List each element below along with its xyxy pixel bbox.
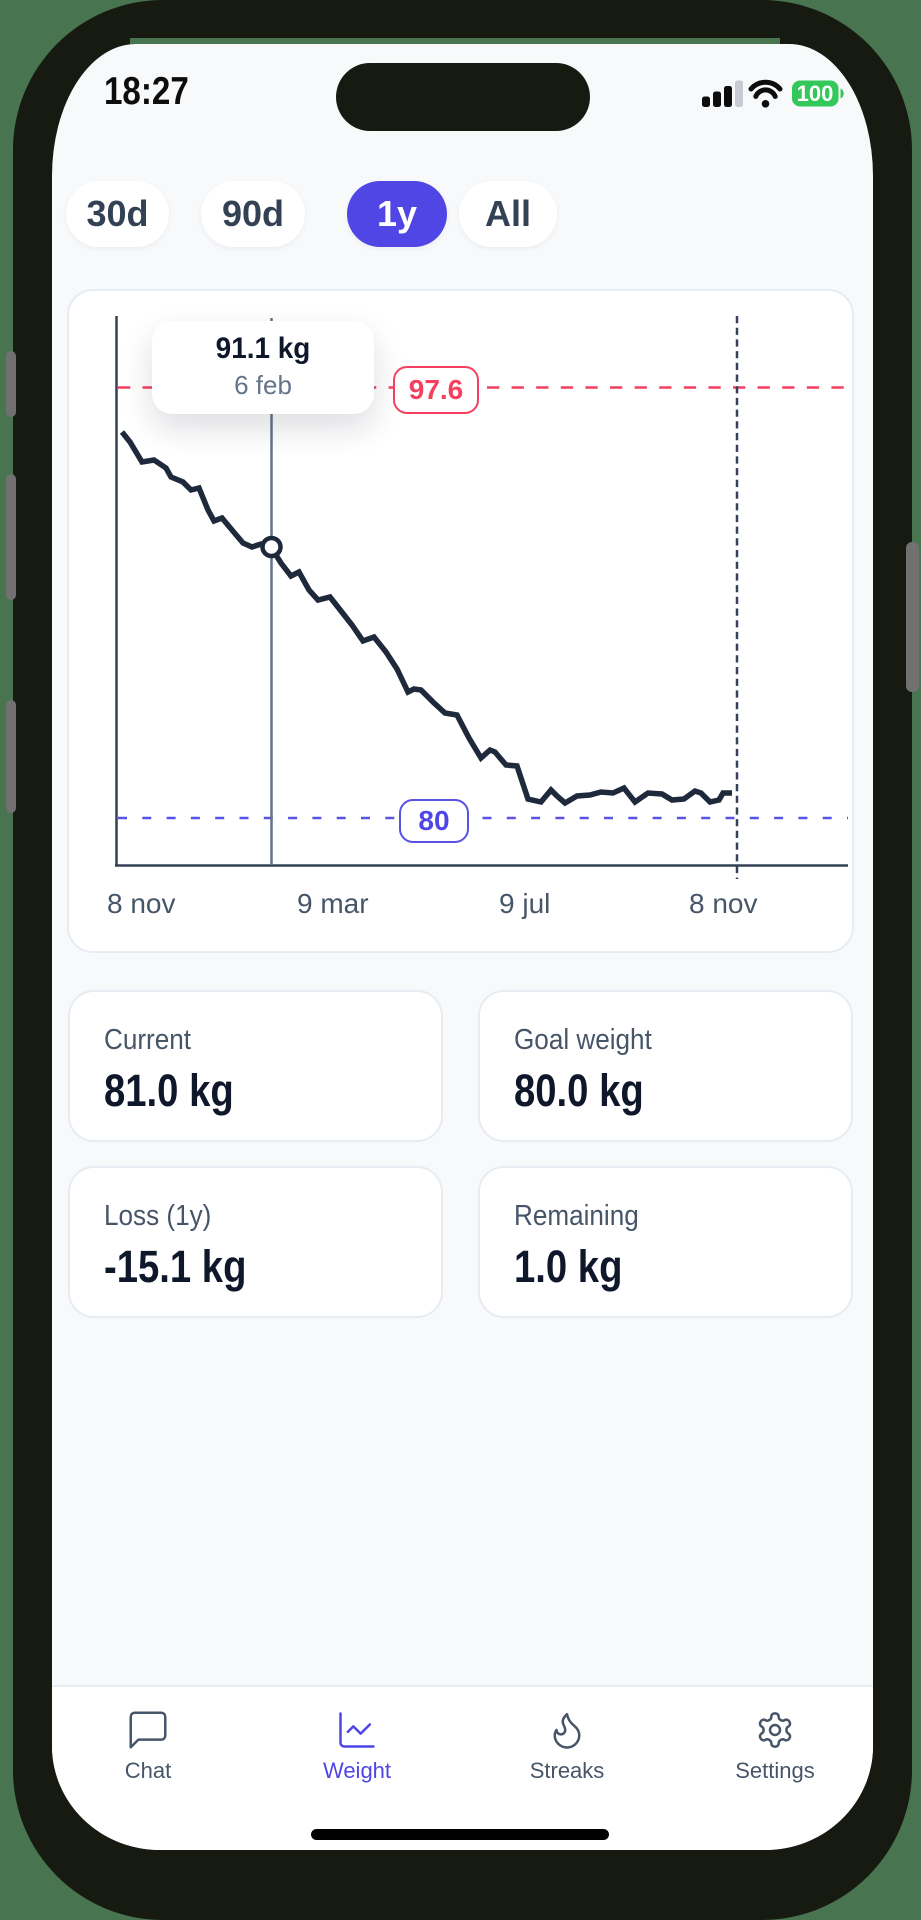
svg-text:100: 100 [797,81,834,106]
